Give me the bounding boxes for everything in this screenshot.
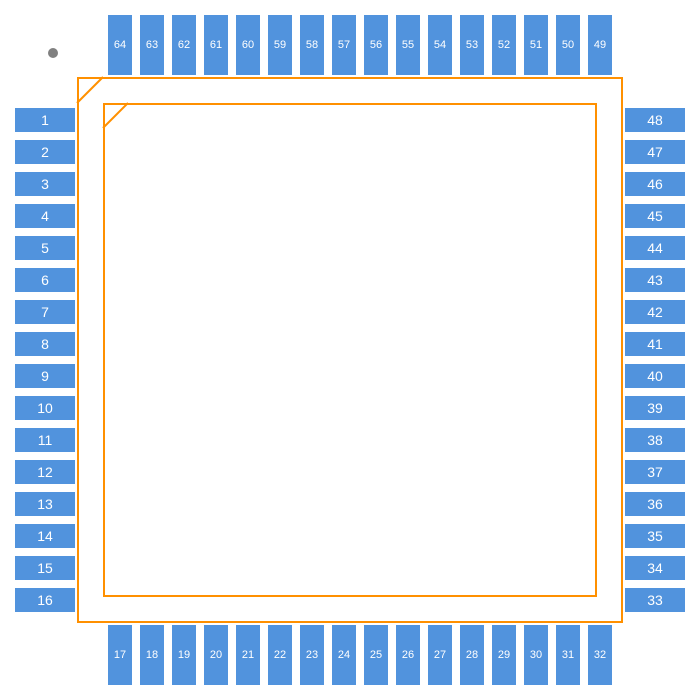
pin-33: 33 <box>625 588 685 612</box>
pin-59: 59 <box>268 15 292 75</box>
pin-37: 37 <box>625 460 685 484</box>
pin-20: 20 <box>204 625 228 685</box>
pin-51: 51 <box>524 15 548 75</box>
pin-63: 63 <box>140 15 164 75</box>
pin-25: 25 <box>364 625 388 685</box>
pin-54: 54 <box>428 15 452 75</box>
pin-10: 10 <box>15 396 75 420</box>
pin-60: 60 <box>236 15 260 75</box>
pin-4: 4 <box>15 204 75 228</box>
pin-23: 23 <box>300 625 324 685</box>
pin-62: 62 <box>172 15 196 75</box>
pin-31: 31 <box>556 625 580 685</box>
pin-30: 30 <box>524 625 548 685</box>
pin-38: 38 <box>625 428 685 452</box>
pin-17: 17 <box>108 625 132 685</box>
pin-13: 13 <box>15 492 75 516</box>
pin-35: 35 <box>625 524 685 548</box>
pin-27: 27 <box>428 625 452 685</box>
pin-22: 22 <box>268 625 292 685</box>
pin-32: 32 <box>588 625 612 685</box>
package-body-inner <box>103 103 597 597</box>
pin-19: 19 <box>172 625 196 685</box>
pin-42: 42 <box>625 300 685 324</box>
pin-39: 39 <box>625 396 685 420</box>
pin-56: 56 <box>364 15 388 75</box>
pin-3: 3 <box>15 172 75 196</box>
pin1-marker-dot <box>48 48 58 58</box>
pin-45: 45 <box>625 204 685 228</box>
pin-40: 40 <box>625 364 685 388</box>
pin-61: 61 <box>204 15 228 75</box>
pin-36: 36 <box>625 492 685 516</box>
pin-52: 52 <box>492 15 516 75</box>
pin-41: 41 <box>625 332 685 356</box>
pin-2: 2 <box>15 140 75 164</box>
pin-8: 8 <box>15 332 75 356</box>
qfp-package-diagram: 1234567891011121314151617181920212223242… <box>0 0 700 700</box>
pin-50: 50 <box>556 15 580 75</box>
pin-49: 49 <box>588 15 612 75</box>
pin-7: 7 <box>15 300 75 324</box>
pin-14: 14 <box>15 524 75 548</box>
pin-18: 18 <box>140 625 164 685</box>
pin-1: 1 <box>15 108 75 132</box>
pin-44: 44 <box>625 236 685 260</box>
pin-21: 21 <box>236 625 260 685</box>
pin-58: 58 <box>300 15 324 75</box>
pin-57: 57 <box>332 15 356 75</box>
pin-64: 64 <box>108 15 132 75</box>
pin-55: 55 <box>396 15 420 75</box>
pin-5: 5 <box>15 236 75 260</box>
pin-29: 29 <box>492 625 516 685</box>
pin-34: 34 <box>625 556 685 580</box>
pin-15: 15 <box>15 556 75 580</box>
pin-26: 26 <box>396 625 420 685</box>
pin-12: 12 <box>15 460 75 484</box>
pin-6: 6 <box>15 268 75 292</box>
pin-11: 11 <box>15 428 75 452</box>
pin-9: 9 <box>15 364 75 388</box>
pin-24: 24 <box>332 625 356 685</box>
pin-43: 43 <box>625 268 685 292</box>
pin-53: 53 <box>460 15 484 75</box>
pin-16: 16 <box>15 588 75 612</box>
pin-46: 46 <box>625 172 685 196</box>
pin-47: 47 <box>625 140 685 164</box>
pin-48: 48 <box>625 108 685 132</box>
pin-28: 28 <box>460 625 484 685</box>
